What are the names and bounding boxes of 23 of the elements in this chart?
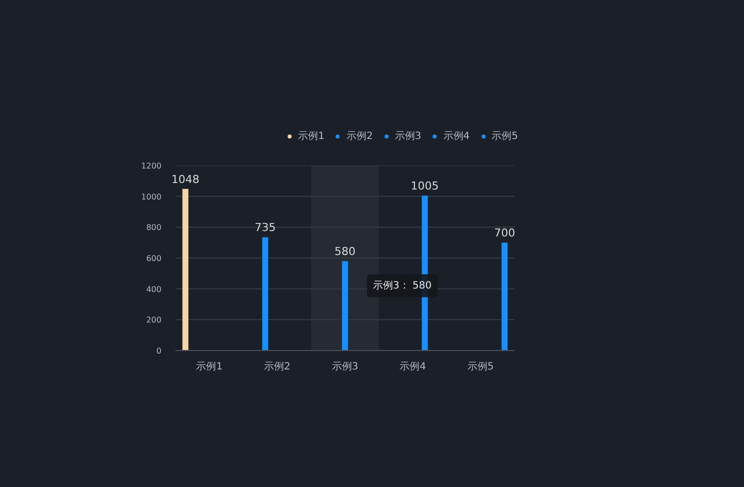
y-tick-label: 1000 [141, 192, 162, 202]
x-tick-label: 示例2 [264, 362, 290, 372]
legend-label: 示例2 [346, 130, 373, 143]
data-label: 1005 [410, 180, 439, 193]
legend-label: 示例4 [443, 130, 470, 143]
y-tick-label: 400 [146, 284, 162, 294]
y-tick-label: 1200 [141, 162, 162, 170]
x-tick-label: 示例3 [332, 362, 358, 372]
annotation: 示例3： 580 [373, 280, 432, 292]
legend-label: 示例3 [394, 130, 422, 143]
data-label: 700 [494, 226, 516, 240]
y-tick-label: 800 [146, 223, 162, 232]
y-tick-label: 600 [146, 254, 162, 263]
legend-label: 示例1 [298, 130, 324, 143]
legend-label: 示例5 [492, 130, 518, 143]
y-tick-label: 0 [156, 346, 162, 356]
x-tick-label: 示例4 [400, 362, 426, 372]
data-label: 735 [254, 221, 276, 234]
x-tick-label: 示例1 [196, 362, 223, 372]
data-label: 1048 [171, 172, 200, 186]
data-label: 580 [334, 245, 356, 258]
y-tick-label: 200 [146, 316, 162, 325]
x-tick-label: 示例5 [467, 362, 494, 372]
